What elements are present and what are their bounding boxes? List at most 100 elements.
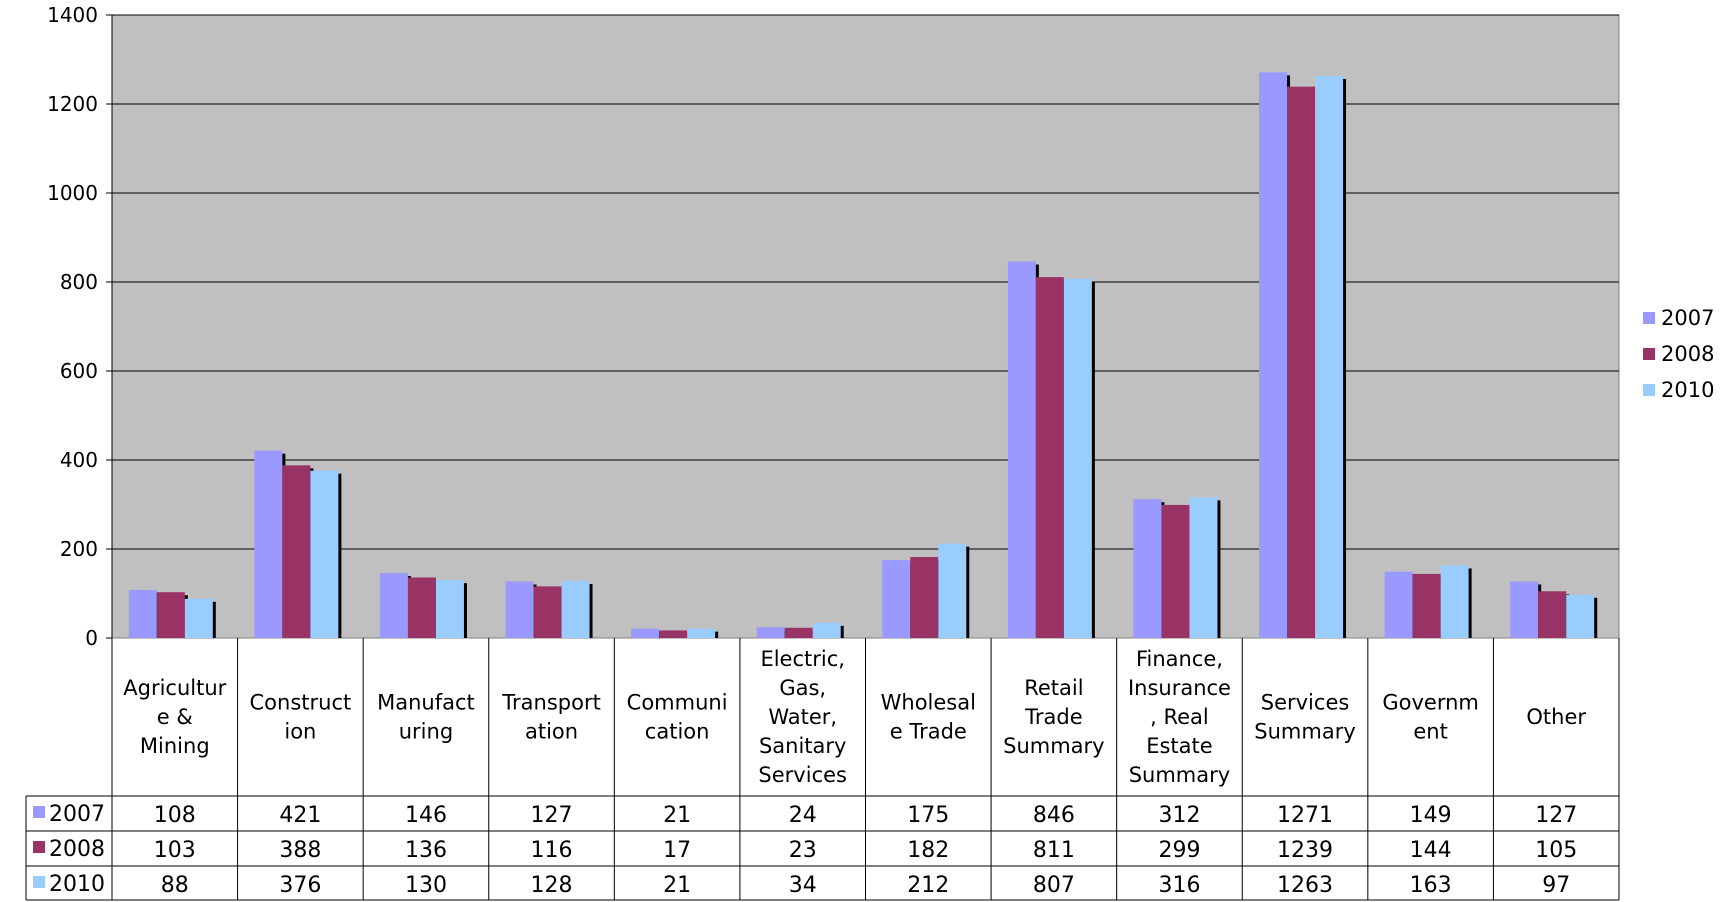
bar-2008-2 [407,577,436,638]
bar-2007-10 [1384,571,1413,638]
category-label: Summary [1254,720,1355,744]
table-cell: 175 [907,803,949,828]
gridlines [112,14,1619,550]
legend-swatch [1643,348,1655,360]
table-cell: 127 [531,803,573,828]
category-label: Water, [768,705,837,729]
legend-item: 2010 [1643,372,1714,408]
bar-2008-1 [282,465,311,638]
legend-item: 2008 [1643,336,1714,372]
category-label: , Real [1150,705,1209,729]
table-legend-swatch [33,841,45,853]
legend-swatch [1643,384,1655,396]
table-cell: 21 [663,803,691,828]
category-label: ent [1413,720,1447,744]
plot-area [111,14,1620,639]
bar-2010-1 [310,470,339,638]
legend: 2007 2008 2010 [1643,300,1714,408]
category-label: Services [758,763,847,787]
category-label: Summary [1129,763,1230,787]
y-tick-label: 600 [60,359,98,383]
table-cell: 34 [789,873,817,898]
table-cell: 1239 [1277,838,1333,863]
y-tick-label: 800 [60,270,98,294]
category-label: ation [525,720,578,744]
table-cell: 105 [1535,838,1577,863]
legend-label: 2010 [1661,378,1715,402]
bar-2010-2 [435,580,464,638]
bar-2010-11 [1566,594,1595,638]
y-tick-label: 400 [60,448,98,472]
category-label: Transport [501,691,601,715]
bar-2007-8 [1133,499,1162,638]
y-tick-label: 1000 [47,181,98,205]
bar-2007-1 [254,450,283,638]
bar-2008-11 [1538,591,1567,638]
y-axis: 0 200 400 600 800 1000 1200 1400 [47,3,113,900]
bar-2010-10 [1440,565,1469,638]
category-label: Finance, [1136,647,1223,671]
category-label: Sanitary [759,734,847,758]
table-cell: 316 [1158,873,1200,898]
table-cell: 1271 [1277,803,1333,828]
table-cell: 388 [279,838,321,863]
table-cell: 17 [663,838,691,863]
bar-2008-4 [659,630,688,638]
table-cell: 163 [1410,873,1452,898]
bar-2008-6 [910,557,939,638]
table-cell: 421 [279,803,321,828]
category-label: Retail [1024,676,1083,700]
category-label: Agricultur [123,676,226,700]
bar-2007-0 [128,589,157,638]
table-cell: 103 [154,838,196,863]
table-cell: 807 [1033,873,1075,898]
bar-2007-4 [631,628,660,638]
table-series-name: 2008 [49,837,105,862]
table-cell: 312 [1158,803,1200,828]
table-cell: 23 [789,838,817,863]
table-cell: 376 [279,873,321,898]
table-legend-swatch [33,876,45,888]
data-table: Agricultur e & Mining Construct ion Manufact u… [25,638,1620,901]
bar-2008-9 [1287,86,1316,638]
table-cell: 1263 [1277,873,1333,898]
category-label: Insurance [1128,676,1231,700]
legend-label: 2007 [1661,306,1715,330]
bar-2007-3 [505,581,534,638]
bar-2010-8 [1189,497,1218,638]
legend-label: 2008 [1661,342,1715,366]
category-label: Estate [1146,734,1212,758]
category-label: Governm [1382,691,1479,715]
bar-2008-0 [156,592,185,638]
category-label: Other [1526,705,1586,729]
bar-2010-3 [561,581,590,638]
bar-2008-7 [1035,277,1064,638]
bar-2007-2 [379,573,408,638]
category-label: Trade [1024,705,1083,729]
table-cell: 136 [405,838,447,863]
table-cell: 116 [531,838,573,863]
bar-2010-9 [1315,75,1344,639]
table-cell: 144 [1410,838,1452,863]
bar-2010-7 [1063,278,1092,638]
bar-2007-11 [1510,581,1539,638]
table-cell: 127 [1535,803,1577,828]
table-cell: 130 [405,873,447,898]
table-series-name: 2010 [49,872,105,897]
table-cell: 212 [907,873,949,898]
category-label: e Trade [890,720,967,744]
table-cell: 149 [1410,803,1452,828]
category-label: e & [157,705,193,729]
table-cell: 97 [1542,873,1570,898]
bar-2010-0 [184,598,213,638]
bars [128,72,1598,639]
table-cell: 846 [1033,803,1075,828]
category-label: Services [1261,691,1350,715]
table-cell: 21 [663,873,691,898]
bar-2007-9 [1259,72,1288,638]
table-cell: 182 [907,838,949,863]
y-tick-label: 1400 [47,3,98,27]
table-cell: 811 [1033,838,1075,863]
table-cell: 24 [789,803,817,828]
